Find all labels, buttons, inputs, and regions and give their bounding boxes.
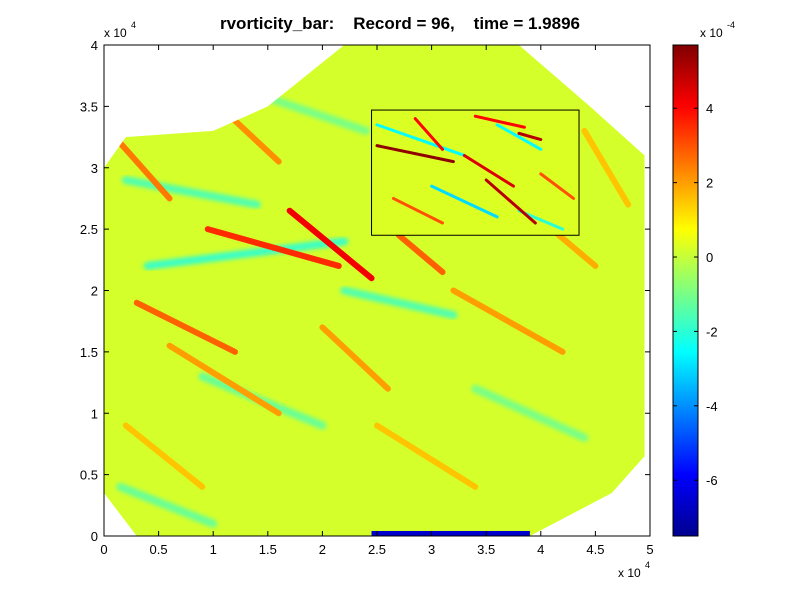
colorbar-tick-label: 0 (706, 250, 713, 265)
colorbar-tick-label: 4 (706, 101, 713, 116)
x-tick-label: 2.5 (368, 542, 386, 557)
colorbar-multiplier: x 10 (700, 26, 723, 40)
inset-streak (462, 153, 515, 188)
vorticity-streak (374, 422, 479, 490)
trough-band (471, 384, 589, 442)
inset-trough (495, 123, 543, 151)
boundary-low-band (371, 531, 530, 536)
x-axis: 0 0.5 1 1.5 2 2.5 3 3.5 4 4.5 5 (100, 45, 654, 557)
inset-trough (430, 184, 499, 219)
x-tick-label: 3 (428, 542, 435, 557)
x-tick-label: 0.5 (150, 542, 168, 557)
vorticity-streak (319, 324, 391, 392)
x-tick-label: 1 (210, 542, 217, 557)
x-tick-label: 2 (319, 542, 326, 557)
trough-band (143, 237, 349, 270)
colorbar: -6 -4 -2 0 2 4 (672, 44, 718, 537)
y-tick-label: 0.5 (80, 468, 98, 483)
vorticity-streak (204, 226, 342, 269)
y-tick-label: 0 (91, 529, 98, 544)
y-tick-label: 2 (91, 284, 98, 299)
trough-band (340, 286, 458, 320)
inset-trough (375, 123, 466, 157)
vorticity-streak (581, 127, 632, 208)
vorticity-streak (117, 140, 173, 202)
inset-streak (484, 178, 537, 225)
colorbar-gradient (672, 44, 699, 537)
colorbar-tick-label: -4 (706, 399, 718, 414)
chart-title: rvorticity_bar: Record = 96, time = 1.98… (219, 14, 580, 33)
x-tick-label: 5 (646, 542, 653, 557)
y-tick-label: 4 (91, 38, 98, 53)
x-tick-label: 3.5 (477, 542, 495, 557)
vorticity-streak (122, 422, 206, 490)
inset-background (371, 110, 580, 236)
vorticity-streak (450, 287, 566, 355)
x-axis-multiplier-exponent: 4 (645, 560, 650, 570)
inset-streak (517, 131, 543, 142)
inset-streak (375, 144, 455, 164)
trough-band (116, 482, 218, 528)
colorbar-multiplier-exponent: -4 (727, 20, 735, 30)
x-tick-label: 4 (537, 542, 544, 557)
x-tick-label: 1.5 (259, 542, 277, 557)
y-tick-label: 3.5 (80, 99, 98, 114)
y-tick-label: 1.5 (80, 345, 98, 360)
y-axis-multiplier: x 10 (104, 26, 127, 40)
vorticity-streak (395, 232, 446, 276)
colorbar-tick-label: -6 (706, 473, 718, 488)
trough-band (121, 176, 261, 209)
inset-streak (391, 196, 445, 225)
x-axis-multiplier: x 10 (618, 566, 641, 580)
y-axis-multiplier-exponent: 4 (131, 20, 136, 30)
colorbar-tick-label: 2 (706, 176, 713, 191)
y-tick-label: 1 (91, 406, 98, 421)
vorticity-streak (133, 299, 239, 355)
x-tick-label: 0 (100, 542, 107, 557)
inset-streak (413, 117, 445, 151)
inset-streak (473, 114, 526, 129)
y-tick-label: 3 (91, 161, 98, 176)
y-axis: 0 0.5 1 1.5 2 2.5 3 3.5 4 (80, 38, 650, 544)
y-tick-label: 2.5 (80, 222, 98, 237)
vorticity-streak (166, 342, 282, 417)
inset-box (371, 109, 580, 236)
vorticity-streak (286, 207, 375, 282)
vorticity-heatmap (104, 45, 645, 536)
inset-streak (539, 172, 576, 200)
colorbar-tick-label: -2 (706, 324, 718, 339)
x-tick-label: 4.5 (586, 542, 604, 557)
